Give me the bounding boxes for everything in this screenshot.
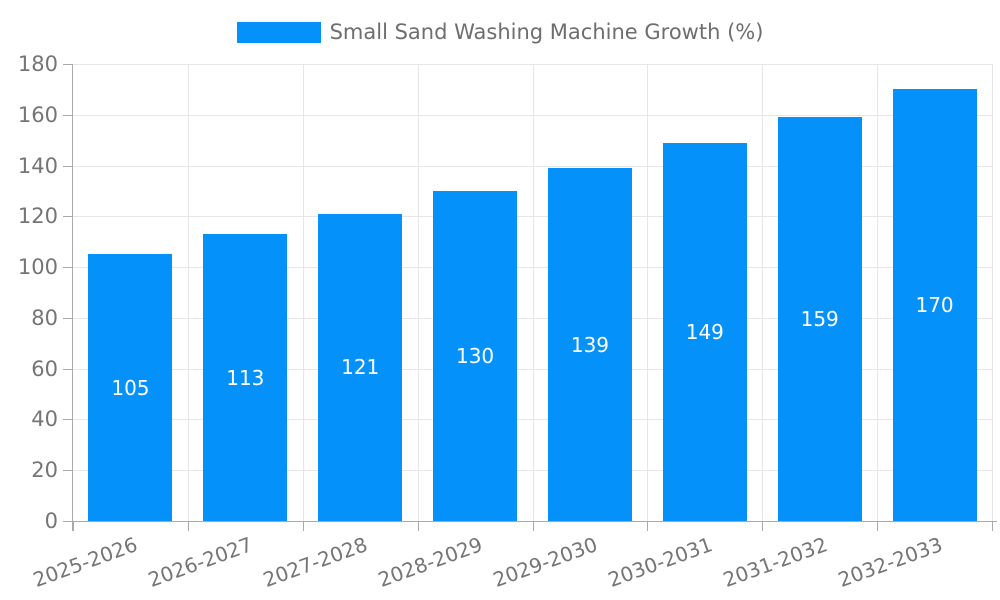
bar-value-label: 121 [341, 355, 380, 380]
bar-2032-2033 [892, 89, 977, 521]
legend-item[interactable]: Small Sand Washing Machine Growth (%) [236, 20, 764, 45]
bar-2026-2027 [203, 234, 288, 521]
y-axis-label: 180 [17, 52, 58, 76]
y-axis-label: 120 [17, 204, 58, 229]
gridline-v [992, 64, 993, 521]
x-axis-label: 2031-2032 [719, 532, 831, 592]
gridline-v [302, 64, 304, 521]
bar-2027-2028 [318, 213, 403, 521]
y-tick [63, 165, 73, 167]
gridline-v [187, 64, 189, 521]
x-axis-label: 2029-2030 [489, 532, 601, 592]
y-tick [63, 114, 73, 116]
y-tick [63, 419, 73, 421]
y-axis-label: 160 [17, 102, 58, 127]
x-tick [532, 521, 534, 531]
x-axis-label: 2025-2026 [30, 532, 141, 592]
y-tick [63, 64, 73, 65]
gridline-v [877, 64, 879, 521]
x-tick [417, 521, 419, 531]
y-axis-line [72, 64, 73, 531]
bar-2031-2032 [777, 117, 862, 521]
bar-value-label: 105 [111, 375, 150, 400]
bar-2028-2029 [433, 190, 518, 521]
bar-2025-2026 [88, 254, 173, 521]
legend-label: Small Sand Washing Machine Growth (%) [329, 20, 764, 44]
bar-value-label: 170 [915, 293, 954, 318]
y-axis-label: 100 [17, 255, 58, 280]
x-axis-label: 2030-2031 [604, 532, 716, 592]
bar-2029-2030 [547, 168, 632, 521]
y-tick [63, 267, 73, 269]
y-axis-label: 60 [31, 356, 58, 381]
x-tick [877, 521, 879, 531]
x-axis-label: 2028-2029 [374, 532, 486, 592]
x-tick [992, 521, 993, 531]
x-axis-label: 2026-2027 [145, 532, 256, 592]
x-tick [302, 521, 304, 531]
x-axis-line [63, 521, 997, 522]
bar-value-label: 113 [226, 365, 265, 390]
gridline-v [762, 64, 764, 521]
bar-value-label: 139 [570, 332, 610, 357]
x-tick [73, 521, 74, 531]
y-axis-label: 40 [31, 407, 58, 432]
y-axis-label: 80 [31, 305, 58, 330]
bar-value-label: 159 [800, 307, 839, 332]
legend-swatch [236, 22, 321, 44]
x-axis-label: 2032-2033 [834, 532, 946, 592]
bar-value-label: 149 [685, 319, 724, 344]
y-tick [63, 470, 73, 472]
y-axis-label: 140 [17, 153, 58, 178]
x-axis-label: 2027-2028 [260, 532, 371, 592]
x-tick [187, 521, 189, 531]
bar-2030-2031 [662, 142, 747, 521]
bar-value-label: 130 [455, 343, 495, 368]
y-axis-label: 0 [44, 509, 58, 533]
legend: Small Sand Washing Machine Growth (%) [0, 20, 1000, 45]
gridline-v [417, 64, 419, 521]
y-tick [63, 317, 73, 319]
y-tick [63, 368, 73, 370]
x-tick [762, 521, 764, 531]
gridline-v [532, 64, 534, 521]
y-tick [63, 216, 73, 218]
y-tick [63, 521, 73, 522]
plot-area: 105 113 121 130 139 149 159 170 [73, 64, 993, 521]
y-axis-label: 20 [31, 458, 58, 483]
gridline-v [647, 64, 649, 521]
x-tick [647, 521, 649, 531]
